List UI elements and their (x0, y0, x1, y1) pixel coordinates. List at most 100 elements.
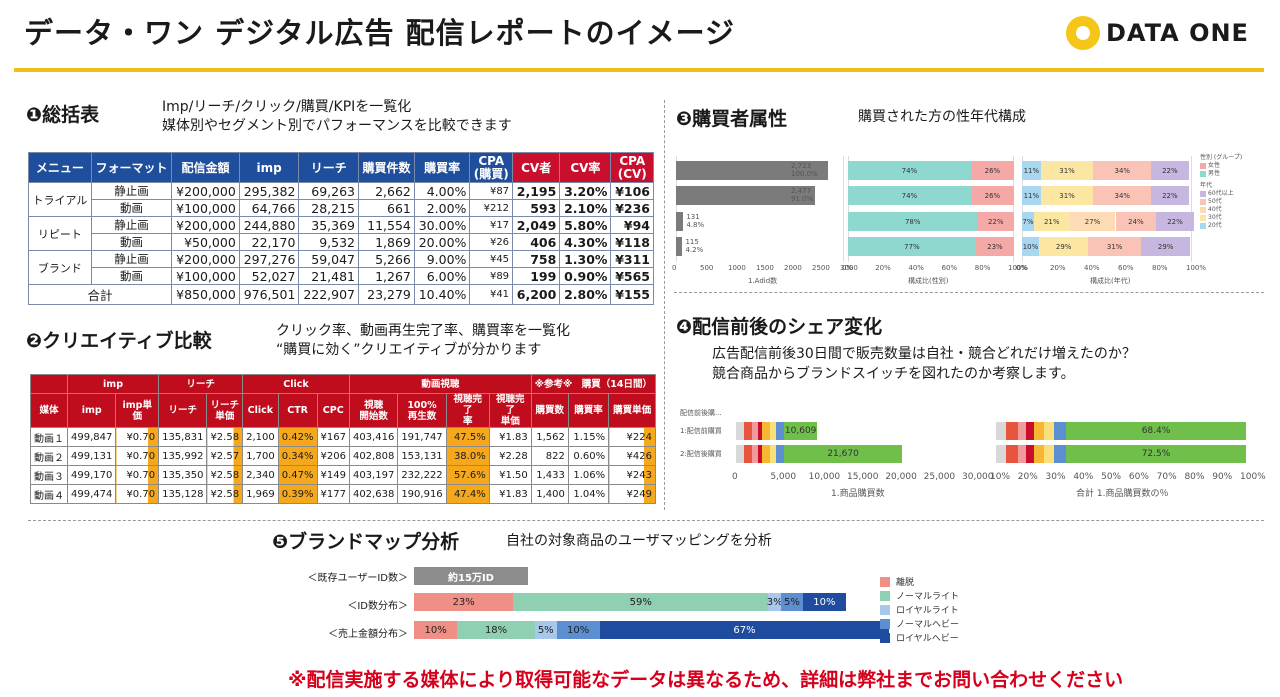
gender-axis-tick: 40% (908, 264, 924, 272)
summary-cell: ¥50,000 (171, 233, 240, 251)
creative-header: 100% 再生数 (397, 393, 447, 428)
summary-header: リーチ (298, 152, 360, 183)
summary-cell: 9.00% (413, 250, 471, 268)
section1-desc-2: 媒体別やセグメント別でパフォーマンスを比較できます (162, 118, 512, 134)
brand-map-segment: 5% (781, 593, 803, 611)
summary-cell: ¥100,000 (171, 199, 240, 217)
creative-cell: 135,992 (158, 446, 208, 466)
brand-map-legend-label: ロイヤルライト (896, 606, 959, 616)
summary-cell: 20.00% (413, 233, 471, 251)
creative-cell: 1.15% (567, 427, 610, 447)
age-axis-tick: 80% (1152, 264, 1168, 272)
creative-header: imp (66, 393, 117, 428)
summary-cell: ¥45 (469, 250, 514, 268)
share-pct-lead-segment (996, 445, 1006, 463)
summary-cell: 661 (358, 199, 415, 217)
share-lead-segment (752, 422, 758, 440)
section1-desc-1: Imp/リーチ/クリック/購買/KPIを一覧化 (162, 99, 412, 115)
share-pct-lead-segment (1018, 445, 1026, 463)
creative-header: 媒体 (30, 393, 68, 428)
creative-header: 視聴完了 単価 (488, 393, 532, 428)
logo-circle-icon (1066, 16, 1100, 50)
adid-count-bar (676, 212, 684, 231)
creative-header: 購買率 (567, 393, 610, 428)
share-lead-segment (762, 445, 770, 463)
summary-header: 購買件数 (358, 152, 415, 183)
gender-male-segment: 77% (848, 237, 976, 256)
summary-cell: ¥200,000 (171, 250, 240, 268)
brand-map-legend-swatch (880, 633, 890, 643)
brand-map-segment: 5% (534, 621, 557, 639)
summary-total-cell: ¥155 (610, 284, 654, 305)
brand-map-segment: 10% (414, 621, 458, 639)
creative-cell: 135,831 (158, 427, 208, 447)
summary-cell: ¥212 (469, 199, 514, 217)
creative-cell: ¥0.70 (115, 446, 160, 466)
summary-cell: ¥200,000 (171, 182, 240, 200)
summary-header: メニュー (28, 152, 92, 183)
age-segment: 22% (1156, 212, 1194, 231)
creative-cell: 動画２ (30, 446, 68, 466)
brand-map-segment: 59% (513, 593, 769, 611)
creative-cell: 1.04% (567, 484, 610, 504)
share-pct-lead-segment (1026, 445, 1034, 463)
chart-panel (676, 156, 844, 262)
summary-cell: 69,263 (298, 182, 360, 200)
share-pct-bar: 68.4% (1066, 422, 1246, 440)
summary-header: CPA (CV) (610, 152, 654, 183)
creative-cell: ¥0.70 (115, 427, 160, 447)
age-segment: 34% (1093, 161, 1152, 180)
creative-header: 視聴完了 率 (445, 393, 490, 428)
summary-cell: 295,382 (238, 182, 300, 200)
share-header-label: 配信前後購... (680, 409, 722, 417)
legend-age-item: 50代 (1200, 196, 1222, 205)
creative-cell: ¥2.57 (206, 446, 244, 466)
creative-group-header: imp (66, 374, 160, 394)
brand-map-segment: 10% (556, 621, 600, 639)
brand-map-segment: 3% (767, 593, 783, 611)
share-lead-segment (776, 445, 784, 463)
summary-cell: ¥26 (469, 233, 514, 251)
creative-cell: ¥249 (608, 484, 656, 504)
share-lead-segment (776, 422, 784, 440)
age-segment: 24% (1115, 212, 1157, 231)
age-segment: 34% (1093, 186, 1152, 205)
summary-cell: ¥565 (610, 267, 654, 285)
summary-cell: ¥89 (469, 267, 514, 285)
brand-map-legend-label: ノーマルライト (896, 592, 960, 602)
summary-cell: ¥17 (469, 216, 514, 234)
summary-cell: 2,662 (358, 182, 415, 200)
existing-id-label: ＜既存ユーザーID数＞ (307, 573, 408, 584)
summary-cell: 64,766 (238, 199, 300, 217)
share-lead-segment (744, 422, 752, 440)
gender-female-segment: 26% (970, 186, 1014, 205)
brand-map-chart: ＜既存ユーザーID数＞ 約15万ID ＜ID数分布＞ ＜売上金額分布＞ 23% 5… (300, 560, 980, 650)
count-axis-tick: 20,000 (885, 472, 917, 482)
table-row: ブランド 静止画 ¥200,000 297,276 59,047 5,266 9.00% ¥4… (28, 250, 654, 285)
summary-header: CV者 (512, 152, 561, 183)
share-pct-lead-segment (1026, 422, 1034, 440)
summary-cell: 758 (512, 250, 561, 268)
dataone-logo: DATA ONE (1066, 16, 1249, 50)
pct-axis-tick: 60% (1128, 472, 1149, 482)
brand-map-segment: 23% (414, 593, 514, 611)
summary-cell: 199 (512, 267, 561, 285)
creative-cell: ¥177 (316, 484, 350, 504)
share-pct-lead-segment (1006, 422, 1018, 440)
left-axis-tick: 0 (672, 264, 677, 272)
section2-desc-2: “購買に効く”クリエイティブが分かります (276, 342, 542, 358)
left-axis-tick: 1000 (728, 264, 746, 272)
age-segment: 31% (1040, 161, 1094, 180)
gender-male-segment: 74% (848, 186, 971, 205)
table-row: トライアル 静止画 ¥200,000 295,382 69,263 2,662 4.00% ¥… (28, 182, 654, 217)
section2-title: ❷クリエイティブ比較 (26, 330, 212, 352)
creative-cell: 232,222 (397, 465, 447, 485)
creative-cell: 47.5% (445, 427, 490, 447)
left-axis-title: 1.Adid数 (748, 277, 778, 285)
summary-total-row: 合計 ¥850,000 976,501 222,907 23,279 10.40% ¥41 6… (27, 284, 654, 305)
table-row: 動画１ 499,847 ¥0.70 135,831 ¥2.58 2,100 0.42% ¥16… (30, 427, 656, 447)
disclaimer-note: ※配信実施する媒体により取得可能なデータは異なるため、詳細は弊社までお問い合わせ… (288, 669, 1124, 691)
legend-gender-title: 性別 (グループ) (1200, 154, 1243, 161)
summary-header: 配信金額 (171, 152, 240, 183)
summary-header: CV率 (559, 152, 612, 183)
